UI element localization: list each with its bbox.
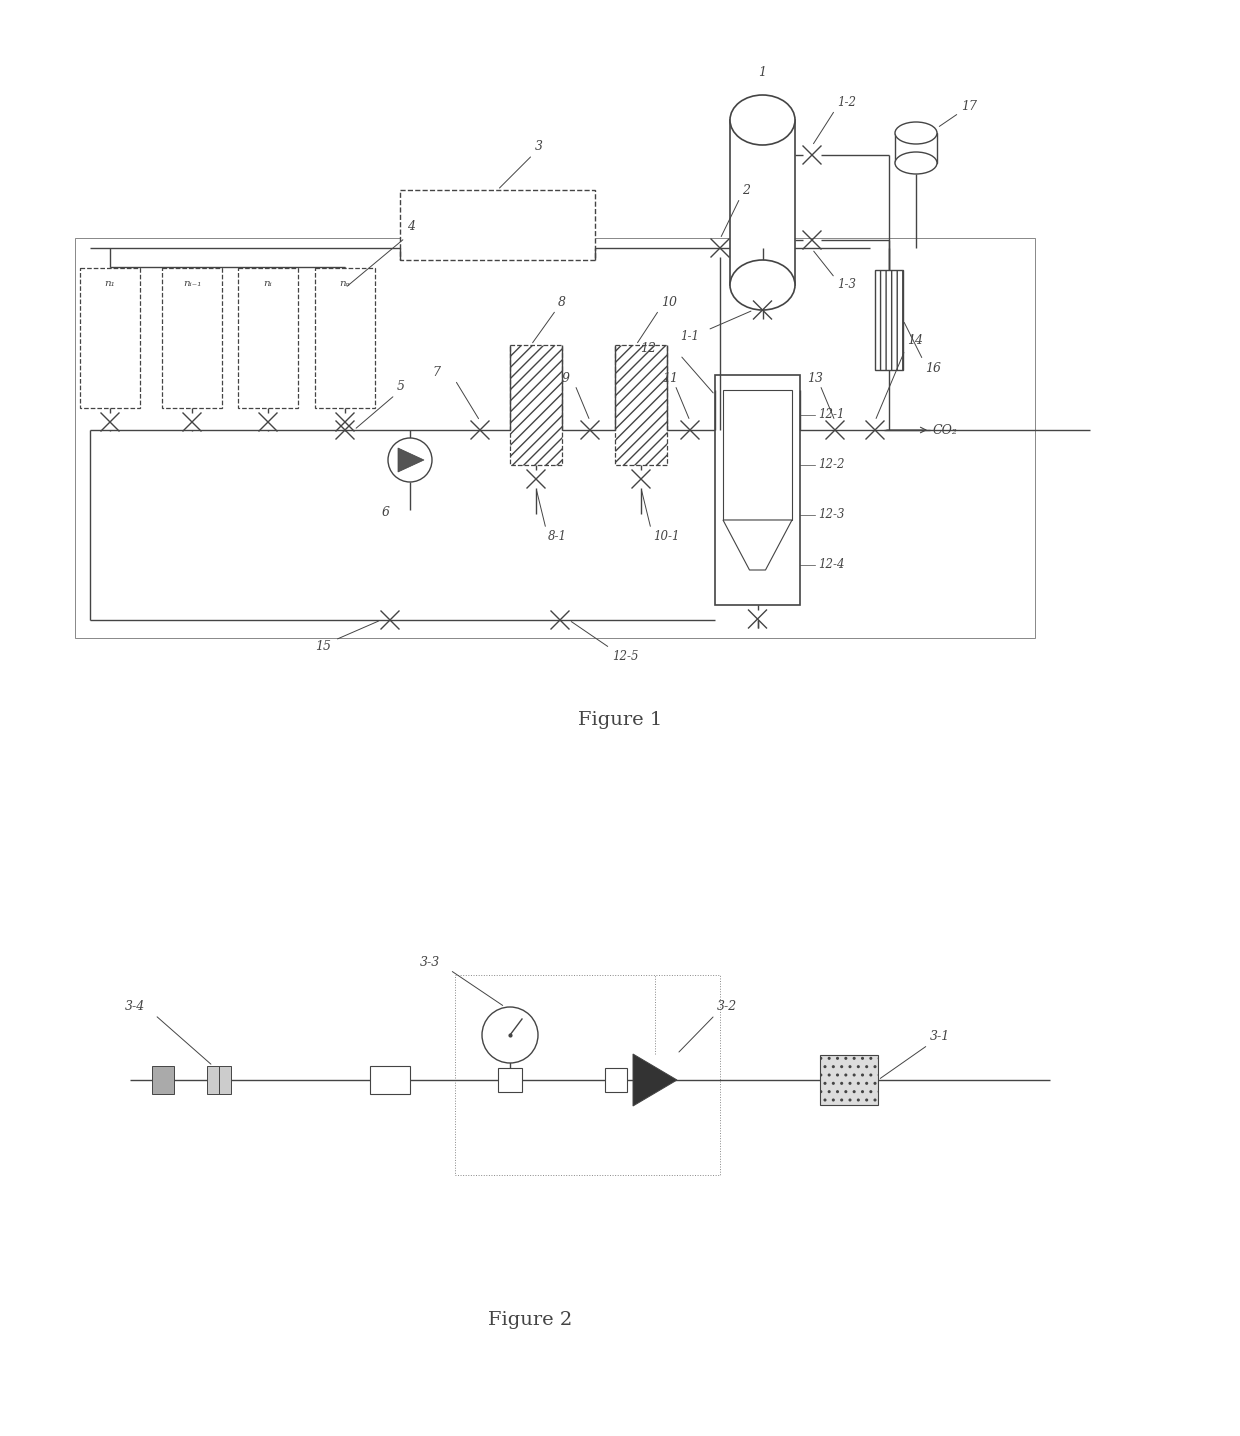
Bar (153, 1066, 174, 1094)
Bar (207, 1066, 219, 1094)
Polygon shape (398, 448, 424, 472)
Text: 12-4: 12-4 (818, 559, 844, 572)
Bar (715, 375, 800, 605)
Ellipse shape (730, 260, 795, 310)
Polygon shape (723, 520, 792, 570)
Bar (605, 1068, 627, 1091)
Text: 1-1: 1-1 (681, 329, 699, 343)
Text: nᵢ₋₁: nᵢ₋₁ (182, 280, 201, 289)
Bar (370, 1066, 410, 1094)
Text: 2: 2 (742, 184, 750, 197)
Bar (615, 345, 667, 465)
Text: nₙ: nₙ (340, 280, 351, 289)
Circle shape (482, 1007, 538, 1063)
Text: 8-1: 8-1 (548, 530, 567, 543)
Text: 14: 14 (906, 333, 923, 346)
Text: 17: 17 (961, 99, 977, 112)
Text: 5: 5 (397, 381, 405, 393)
Bar (401, 190, 595, 260)
Text: 4: 4 (407, 220, 415, 233)
Bar (455, 975, 720, 1175)
Text: 8: 8 (558, 296, 565, 309)
Text: n₁: n₁ (104, 280, 115, 289)
Text: 13: 13 (807, 372, 823, 385)
Bar (238, 269, 298, 408)
Polygon shape (632, 1054, 677, 1106)
Bar (81, 269, 140, 408)
Text: 7: 7 (432, 366, 440, 379)
Bar (74, 238, 1035, 638)
Bar (820, 1055, 878, 1104)
Circle shape (388, 438, 432, 482)
Text: 15: 15 (315, 639, 331, 652)
Text: 12-3: 12-3 (818, 508, 844, 521)
Text: nᵢ: nᵢ (264, 280, 273, 289)
Text: 3-3: 3-3 (420, 955, 440, 968)
Text: 1-3: 1-3 (837, 279, 856, 292)
Text: 12-2: 12-2 (818, 458, 844, 471)
Text: 3-1: 3-1 (930, 1031, 950, 1044)
Bar (510, 345, 562, 465)
Text: CO₂: CO₂ (932, 424, 957, 437)
Text: 10: 10 (661, 296, 677, 309)
Text: 10-1: 10-1 (653, 530, 680, 543)
Text: 12-1: 12-1 (818, 408, 844, 422)
Ellipse shape (895, 122, 937, 144)
Bar (162, 269, 222, 408)
Text: 12-5: 12-5 (613, 649, 639, 662)
Text: 11: 11 (662, 372, 678, 385)
Text: Figure 2: Figure 2 (487, 1311, 572, 1328)
Text: 3-4: 3-4 (125, 1001, 145, 1014)
Bar (875, 270, 903, 370)
Text: Figure 1: Figure 1 (578, 711, 662, 729)
Text: 12: 12 (640, 343, 656, 356)
Bar (730, 121, 795, 284)
Text: 9: 9 (562, 372, 570, 385)
Ellipse shape (895, 152, 937, 174)
Bar (219, 1066, 231, 1094)
Text: 1: 1 (759, 66, 766, 79)
Ellipse shape (730, 95, 795, 145)
Text: 3: 3 (534, 141, 543, 154)
Text: 16: 16 (925, 362, 941, 375)
Bar (498, 1068, 522, 1091)
Text: 1-2: 1-2 (837, 96, 856, 109)
Bar (895, 134, 937, 164)
Bar (723, 391, 792, 520)
Bar (315, 269, 374, 408)
Text: 3-2: 3-2 (717, 1001, 738, 1014)
Text: 6: 6 (382, 505, 391, 518)
